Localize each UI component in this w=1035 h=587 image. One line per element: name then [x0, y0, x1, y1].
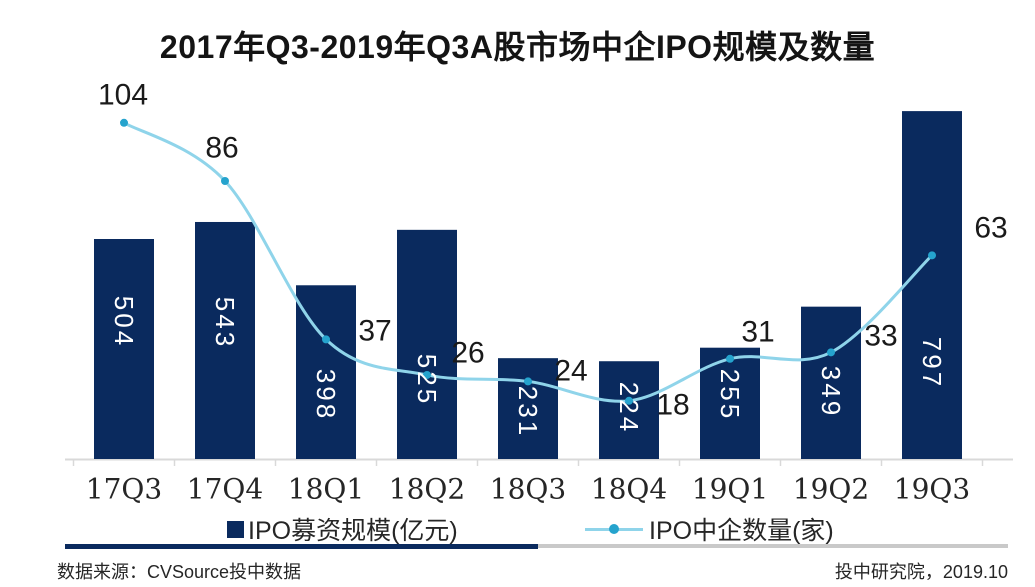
bar-swatch-icon [227, 520, 244, 538]
line-label-17Q3: 104 [98, 79, 148, 112]
legend-item-line: IPO中企数量(家) [585, 512, 834, 546]
divider-gray-segment [538, 544, 1008, 548]
bar-label-18Q2: 525 [412, 354, 442, 406]
line-point-18Q2 [423, 370, 431, 379]
bar-label-17Q3: 504 [109, 296, 139, 348]
line-label-18Q1: 37 [358, 315, 391, 348]
bar-label-18Q3: 231 [513, 386, 543, 438]
chart-title: 2017年Q3-2019年Q3A股市场中企IPO规模及数量 [159, 29, 876, 65]
bar-label-19Q3: 797 [917, 337, 947, 389]
line-label-17Q4: 86 [205, 132, 238, 165]
bar-18Q2 [397, 229, 457, 459]
chart-svg: 17Q3 17Q4 18Q1 18Q2 18Q3 18Q4 19Q1 19Q2 19Q3 504 5… [65, 79, 1013, 506]
x-tick-label-19Q1: 19Q1 [692, 473, 768, 506]
legend-bar-label: IPO募资规模(亿元) [248, 517, 458, 545]
line-label-19Q2: 33 [864, 320, 897, 353]
x-tick-label-18Q3: 18Q3 [490, 473, 566, 506]
x-tick-label-19Q2: 19Q2 [793, 473, 869, 506]
bar-18Q3 [498, 358, 558, 459]
line-point-19Q2 [827, 348, 835, 357]
bar-17Q4 [195, 221, 255, 459]
line-swatch-icon [585, 524, 643, 534]
line-point-18Q4 [625, 396, 633, 405]
line-point-17Q3 [120, 118, 128, 127]
bar-19Q2 [801, 306, 861, 459]
x-tick-label-18Q1: 18Q1 [288, 473, 364, 506]
x-tick-label-17Q3: 17Q3 [86, 473, 162, 506]
x-tick-label-19Q3: 19Q3 [894, 473, 970, 506]
x-tick-label-18Q4: 18Q4 [591, 473, 667, 506]
line-label-18Q2: 26 [451, 337, 484, 370]
legend-line-label: IPO中企数量(家) [649, 517, 834, 545]
bar-17Q3 [94, 239, 154, 459]
line-label-19Q3: 63 [974, 212, 1007, 245]
x-tick-label-17Q4: 17Q4 [187, 473, 263, 506]
line-point-17Q4 [221, 176, 229, 185]
bar-19Q3 [902, 111, 962, 459]
bar-label-18Q4: 224 [614, 382, 644, 434]
line-point-18Q3 [524, 377, 532, 386]
bar-label-19Q2: 349 [816, 366, 846, 418]
bar-label-19Q1: 255 [715, 369, 745, 421]
x-tick-label-18Q2: 18Q2 [389, 473, 465, 506]
footer-source: 数据来源：CVSource投中数据 [57, 562, 302, 582]
line-point-19Q1 [726, 354, 734, 363]
bar-label-17Q4: 543 [210, 297, 240, 349]
footer-credit: 投中研究院，2019.10 [834, 562, 1008, 582]
line-label-18Q4: 18 [656, 389, 689, 422]
divider-navy-segment [65, 544, 538, 549]
line-point-19Q3 [928, 251, 936, 260]
legend-item-bar: IPO募资规模(亿元) [227, 512, 458, 546]
bar-label-18Q1: 398 [311, 369, 341, 421]
line-point-18Q1 [322, 335, 330, 344]
bar-18Q4 [599, 361, 659, 459]
line-label-18Q3: 24 [554, 355, 587, 388]
line-label-19Q1: 31 [741, 316, 774, 349]
